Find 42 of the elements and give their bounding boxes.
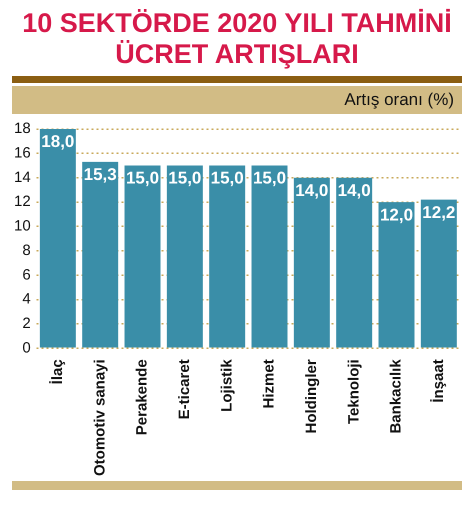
- y-tick-label: 10: [14, 218, 31, 235]
- y-tick-label: 12: [14, 193, 31, 210]
- y-tick-label: 16: [14, 144, 31, 162]
- y-axis-title: Artış oranı (%): [12, 86, 462, 114]
- data-label: 15,0: [252, 168, 286, 188]
- bar: [40, 129, 76, 348]
- y-tick-label: 14: [14, 168, 31, 186]
- data-label: 15,0: [126, 168, 160, 188]
- data-label: 12,2: [422, 202, 456, 222]
- x-tick-label: Hizmet: [260, 359, 278, 408]
- bar: [252, 166, 288, 348]
- bar: [166, 166, 203, 348]
- y-tick-label: 6: [22, 266, 31, 284]
- data-label: 14,0: [295, 180, 328, 200]
- bar: [209, 166, 246, 348]
- x-tick-label: İlaç: [48, 359, 66, 384]
- y-tick-label: 4: [22, 290, 31, 308]
- data-label: 12,0: [380, 205, 414, 224]
- x-tick-label: Lojistik: [218, 358, 236, 412]
- data-label: 14,0: [338, 180, 371, 200]
- chart-title: 10 SEKTÖRDE 2020 YILI TAHMİNİ ÜCRET ARTIŞLARI: [21, 8, 453, 70]
- data-label: 15,3: [84, 165, 117, 184]
- x-tick-label: Perakende: [134, 359, 151, 436]
- x-tick-label: E-ticaret: [176, 359, 193, 420]
- x-tick-label: Otomotiv sanayi: [91, 359, 108, 476]
- x-tick-label: İnşaat: [430, 359, 447, 403]
- bar: [82, 162, 118, 348]
- data-label: 15,0: [210, 168, 244, 188]
- data-label: 18,0: [41, 132, 74, 152]
- y-tick-label: 18: [14, 120, 31, 138]
- bar: [124, 166, 161, 348]
- y-tick-label: 2: [22, 315, 31, 332]
- bar: [336, 178, 372, 348]
- bar: [420, 200, 457, 348]
- x-tick-label: Teknoloji: [345, 359, 362, 424]
- x-tick-label: Holdingler: [302, 359, 320, 434]
- bar: [294, 178, 330, 348]
- data-label: 15,0: [168, 168, 202, 188]
- bar: [378, 202, 414, 348]
- y-tick-label: 0: [22, 339, 31, 356]
- y-tick-label: 8: [22, 242, 31, 259]
- x-tick-label: Bankacılık: [388, 358, 405, 434]
